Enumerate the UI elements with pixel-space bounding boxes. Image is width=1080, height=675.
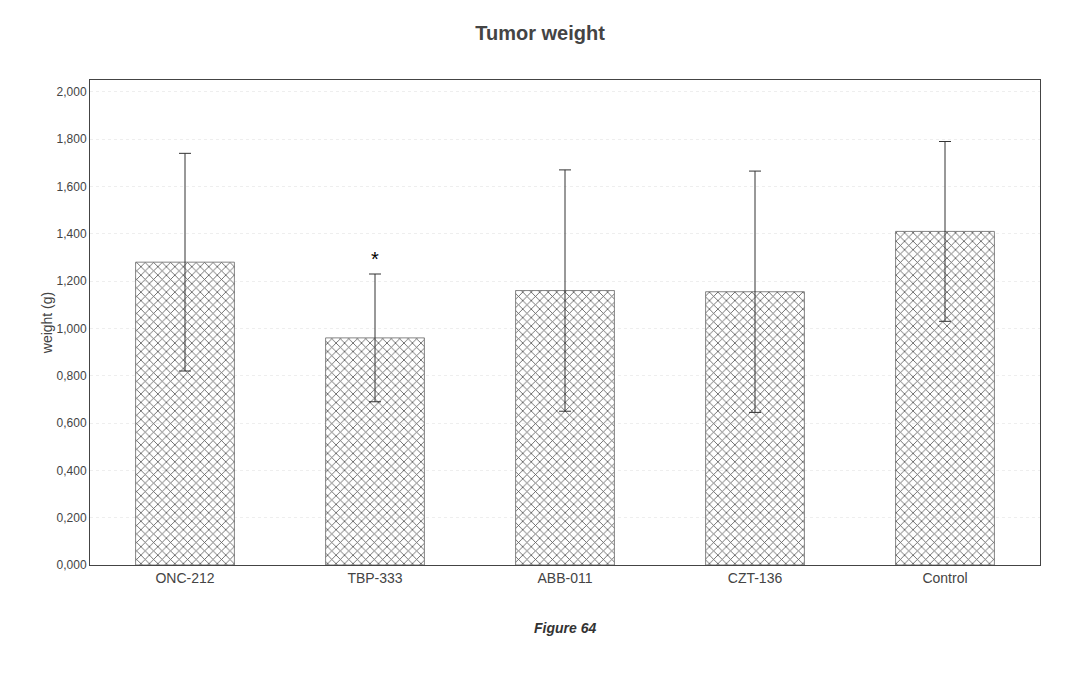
svg-text:CZT-136: CZT-136 — [728, 570, 783, 586]
svg-text:ABB-011: ABB-011 — [538, 570, 593, 586]
svg-text:1,600: 1,600 — [57, 180, 87, 194]
svg-text:1,200: 1,200 — [57, 274, 87, 288]
svg-text:*: * — [371, 248, 379, 270]
svg-text:1,400: 1,400 — [57, 227, 87, 241]
svg-text:0,000: 0,000 — [57, 558, 87, 572]
svg-text:Tumor weight: Tumor weight — [475, 22, 605, 44]
svg-text:Figure 64: Figure 64 — [534, 620, 596, 636]
svg-text:0,400: 0,400 — [57, 464, 87, 478]
svg-text:ONC-212: ONC-212 — [155, 570, 214, 586]
svg-text:TBP-333: TBP-333 — [347, 570, 402, 586]
svg-text:2,000: 2,000 — [57, 85, 87, 99]
svg-text:0,800: 0,800 — [57, 369, 87, 383]
svg-text:0,600: 0,600 — [57, 416, 87, 430]
svg-text:1,000: 1,000 — [57, 322, 87, 336]
svg-text:1,800: 1,800 — [57, 132, 87, 146]
svg-text:0,200: 0,200 — [57, 511, 87, 525]
svg-text:Control: Control — [922, 570, 967, 586]
svg-text:weight (g): weight (g) — [39, 292, 55, 354]
